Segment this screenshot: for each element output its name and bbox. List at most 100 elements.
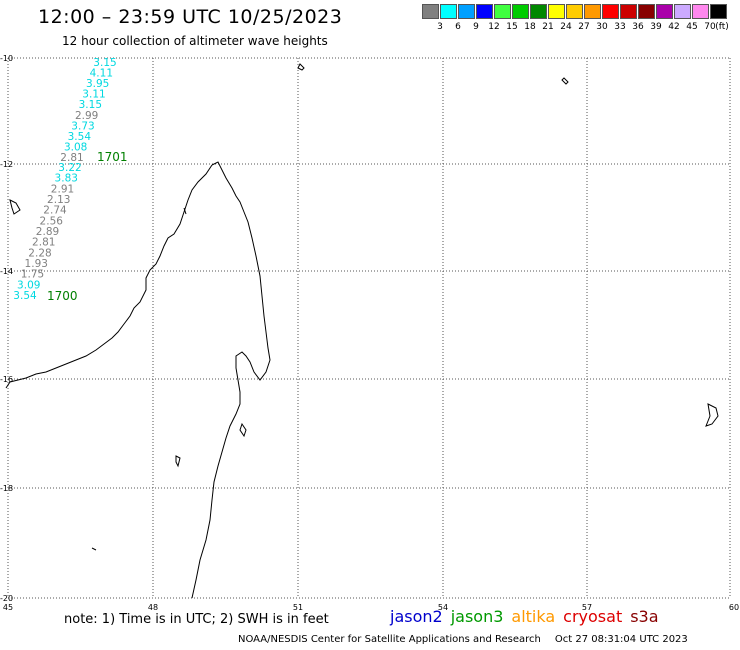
wave-height-legend: 3 6 9 12 15 18 21 24 27 30 33 36 39 42 45 70 (ft) bbox=[422, 4, 729, 40]
wave-track-1700: 3.223.832.912.132.742.562.892.812.281.93… bbox=[13, 162, 81, 303]
legend-label: 12 bbox=[488, 22, 500, 32]
satellite-jason2: jason2 bbox=[390, 607, 443, 626]
wave-height-value: 2.89 bbox=[36, 226, 59, 238]
legend-label: 42 bbox=[668, 22, 680, 32]
wave-height-value: 4.11 bbox=[90, 68, 113, 80]
islet-7 bbox=[91, 547, 97, 551]
latitude-label: -12 bbox=[0, 160, 13, 169]
islet-8 bbox=[183, 207, 187, 215]
legend-swatch bbox=[674, 4, 691, 19]
wave-height-value: 3.22 bbox=[58, 162, 81, 174]
wave-height-value: 2.81 bbox=[32, 237, 55, 249]
islet-4 bbox=[705, 403, 719, 427]
wave-height-value: 2.99 bbox=[75, 110, 98, 122]
wave-track-1701: 3.154.113.953.113.152.993.733.543.082.81… bbox=[60, 57, 127, 164]
latitude-label: -14 bbox=[0, 267, 13, 276]
wave-height-value: 2.81 bbox=[60, 152, 83, 164]
legend-label: 3 bbox=[437, 22, 443, 32]
wave-height-value: 1.93 bbox=[25, 258, 48, 270]
legend-swatch bbox=[566, 4, 583, 19]
longitude-label: 51 bbox=[293, 603, 303, 612]
legend-swatch bbox=[494, 4, 511, 19]
legend-swatch bbox=[530, 4, 547, 19]
latitude-labels: -10 -12 -14 -16 -18 -20 bbox=[0, 54, 13, 603]
generated-timestamp: Oct 27 08:31:04 UTC 2023 bbox=[554, 634, 688, 645]
wave-height-value: 3.15 bbox=[79, 99, 102, 111]
longitude-label: 54 bbox=[438, 603, 448, 612]
legend-swatch bbox=[476, 4, 493, 19]
credit-text: NOAA/NESDIS Center for Satellite Applica… bbox=[238, 634, 541, 645]
legend-swatch bbox=[602, 4, 619, 19]
legend-label: 33 bbox=[614, 22, 626, 32]
legend-label: 45 bbox=[686, 22, 698, 32]
islet-5 bbox=[297, 63, 305, 71]
legend-label: 24 bbox=[560, 22, 572, 32]
latitude-label: -16 bbox=[0, 375, 13, 384]
track-time-label: 1700 bbox=[47, 289, 78, 303]
wave-height-value: 2.91 bbox=[51, 183, 74, 195]
satellite-s3a: s3a bbox=[630, 607, 659, 626]
satellite-altika: altika bbox=[511, 607, 556, 626]
legend-swatch bbox=[692, 4, 709, 19]
islet-1 bbox=[9, 199, 21, 215]
wave-height-value: 3.54 bbox=[68, 131, 92, 143]
satellite-cryosat: cryosat bbox=[563, 607, 623, 626]
satellite-legend: jason2 jason3 altika cryosat s3a bbox=[390, 607, 667, 626]
latitude-label: -18 bbox=[0, 484, 13, 493]
wave-height-value: 3.95 bbox=[86, 78, 109, 90]
satellite-jason3: jason3 bbox=[450, 607, 504, 626]
legend-label: 30 bbox=[596, 22, 608, 32]
track-time-label: 1701 bbox=[97, 150, 128, 164]
wave-height-value: 3.15 bbox=[93, 57, 116, 69]
longitude-label: 48 bbox=[148, 603, 158, 612]
islet-3 bbox=[239, 422, 247, 438]
madagascar-west-coast bbox=[5, 164, 213, 389]
longitude-labels: 45 48 51 54 57 60 bbox=[3, 603, 739, 612]
legend-label: 70 bbox=[704, 22, 716, 32]
legend-unit: (ft) bbox=[715, 22, 729, 32]
legend-swatch bbox=[638, 4, 655, 19]
wave-height-value: 2.13 bbox=[47, 194, 70, 206]
legend-swatch bbox=[440, 4, 457, 19]
latitude-label: -10 bbox=[0, 54, 13, 63]
wave-height-value: 2.56 bbox=[40, 215, 64, 227]
legend-swatch bbox=[548, 4, 565, 19]
credit-line: NOAA/NESDIS Center for Satellite Applica… bbox=[238, 634, 688, 645]
wave-height-value: 3.54 bbox=[13, 290, 37, 302]
legend-swatch bbox=[620, 4, 637, 19]
madagascar-coastline bbox=[191, 161, 271, 599]
longitude-label: 45 bbox=[3, 603, 13, 612]
legend-swatch bbox=[656, 4, 673, 19]
map-subtitle: 12 hour collection of altimeter wave hei… bbox=[62, 34, 328, 48]
map-title: 12:00 – 23:59 UTC 10/25/2023 bbox=[38, 6, 343, 28]
legend-label: 9 bbox=[473, 22, 479, 32]
latitude-label: -20 bbox=[0, 594, 13, 603]
graticule bbox=[7, 57, 731, 599]
legend-label: 27 bbox=[578, 22, 590, 32]
legend-label: 21 bbox=[542, 22, 554, 32]
legend-swatch bbox=[584, 4, 601, 19]
wave-height-value: 2.74 bbox=[43, 205, 67, 217]
islet-2 bbox=[175, 455, 181, 468]
wave-height-value: 3.11 bbox=[82, 89, 105, 101]
legend-label: 18 bbox=[524, 22, 536, 32]
legend-swatch bbox=[458, 4, 475, 19]
wave-height-value: 1.75 bbox=[21, 269, 44, 281]
legend-label: 39 bbox=[650, 22, 662, 32]
coastline bbox=[5, 63, 719, 599]
legend-label: 15 bbox=[506, 22, 518, 32]
legend-swatch bbox=[512, 4, 529, 19]
wave-height-value: 3.09 bbox=[17, 279, 40, 291]
longitude-label: 60 bbox=[729, 603, 739, 612]
wave-height-value: 3.83 bbox=[55, 173, 78, 185]
wave-height-value: 2.28 bbox=[28, 247, 51, 259]
wave-height-value: 3.73 bbox=[71, 120, 94, 132]
legend-swatch bbox=[422, 4, 439, 19]
islet-6 bbox=[561, 77, 569, 85]
wave-height-value: 3.08 bbox=[64, 141, 87, 153]
legend-label: 36 bbox=[632, 22, 644, 32]
legend-swatch bbox=[710, 4, 727, 19]
legend-label: 6 bbox=[455, 22, 461, 32]
longitude-label: 57 bbox=[582, 603, 592, 612]
